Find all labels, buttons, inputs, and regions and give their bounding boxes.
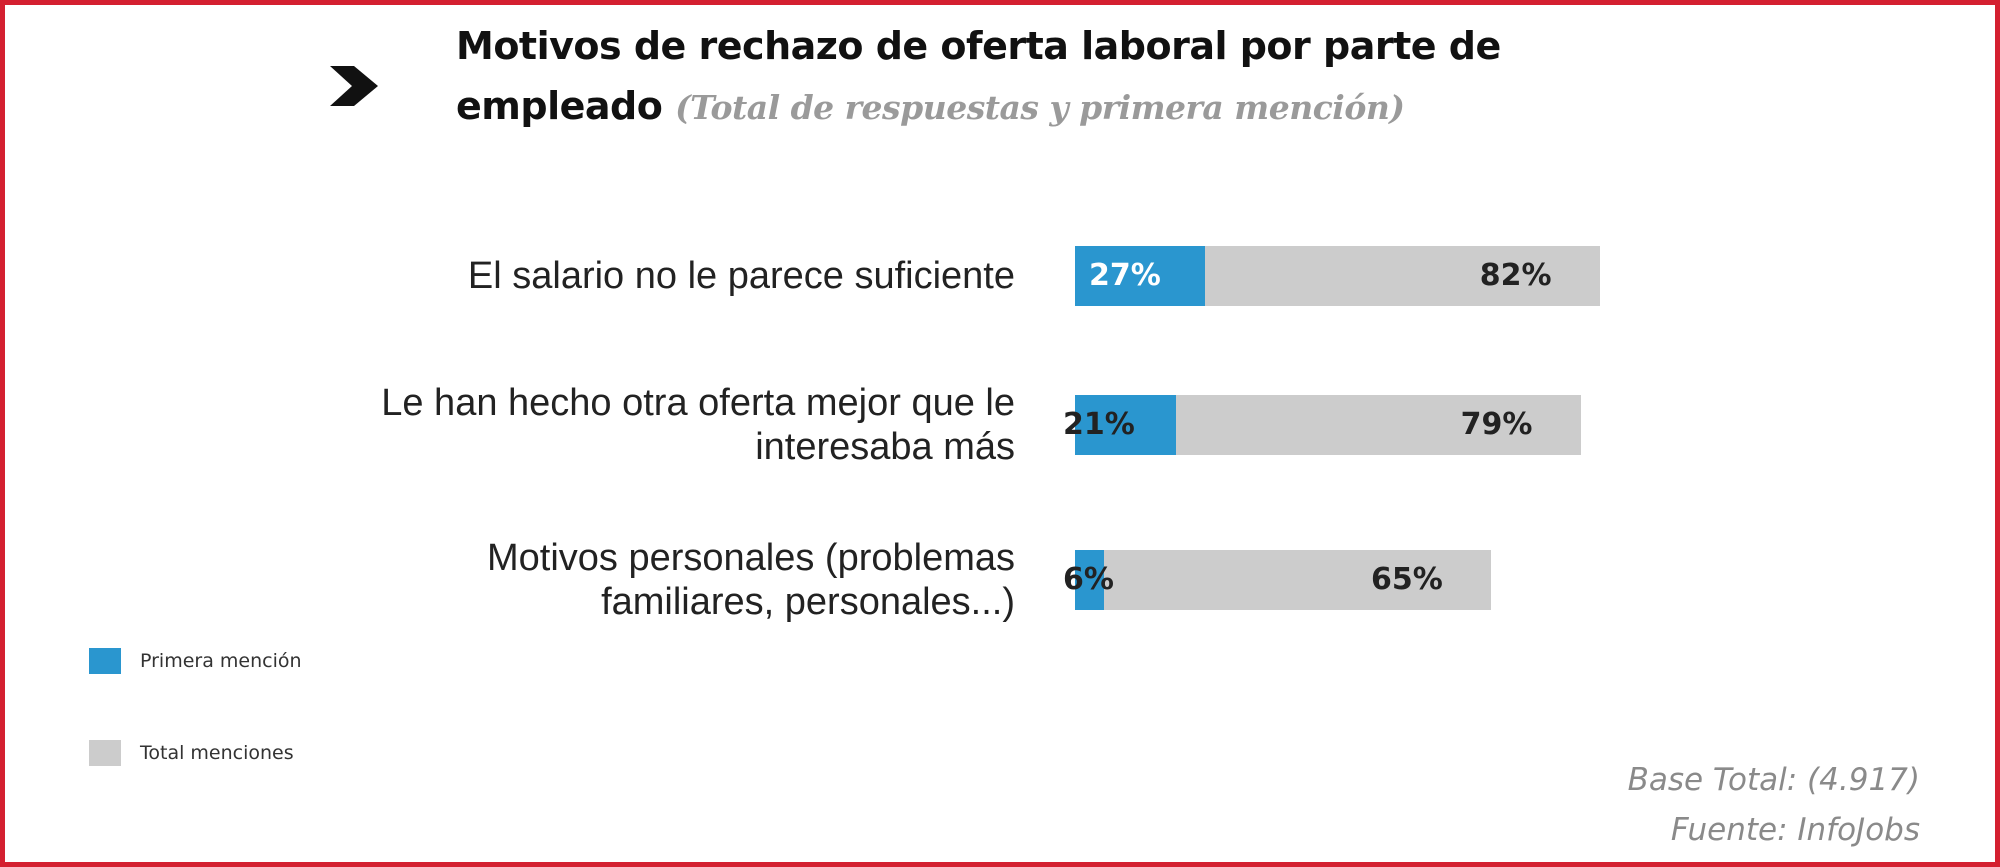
bar-primera-mencion [1075,395,1176,455]
value-label-primera: 6% [1063,562,1114,597]
bar-primera-mencion [1075,550,1104,610]
legend-swatch-total [89,740,121,766]
bar-total-menciones [1075,550,1491,610]
value-label-total: 82% [1479,258,1552,293]
category-label-line: El salario no le parece suficiente [467,255,1015,297]
value-label-total: 65% [1371,562,1443,597]
legend-swatch-primera [89,648,121,674]
source-note: Fuente: InfoJobs [1670,812,1920,848]
value-label-total: 79% [1460,407,1533,442]
base-total-note: Base Total: (4.917) [1627,762,1920,798]
category-label: El salario no le parece suficiente [468,254,1015,298]
category-label-line: familiares, personales...) [601,581,1015,623]
chart-subtitle: (Total de respuestas y primera mención) [675,88,1405,127]
chevron-right-icon [330,66,378,106]
category-label: Motivos personales (problemas familiares,… [487,536,1015,624]
title-text: Motivos de rechazo de oferta laboral por… [456,24,1501,128]
category-label-line: interesaba más [755,426,1015,468]
bar-primera-mencion [1075,246,1205,306]
category-label-line: Motivos personales (problemas [486,537,1015,579]
legend-label-total: Total menciones [140,742,294,764]
legend-label-primera: Primera mención [140,650,302,672]
category-label-line: Le han hecho otra oferta mejor que le [381,382,1015,424]
category-label: Le han hecho otra oferta mejor que le int… [381,381,1015,469]
value-label-primera: 27% [1089,258,1161,293]
chart-title: Motivos de rechazo de oferta laboral por… [456,16,1706,138]
value-label-primera: 21% [1063,407,1135,442]
